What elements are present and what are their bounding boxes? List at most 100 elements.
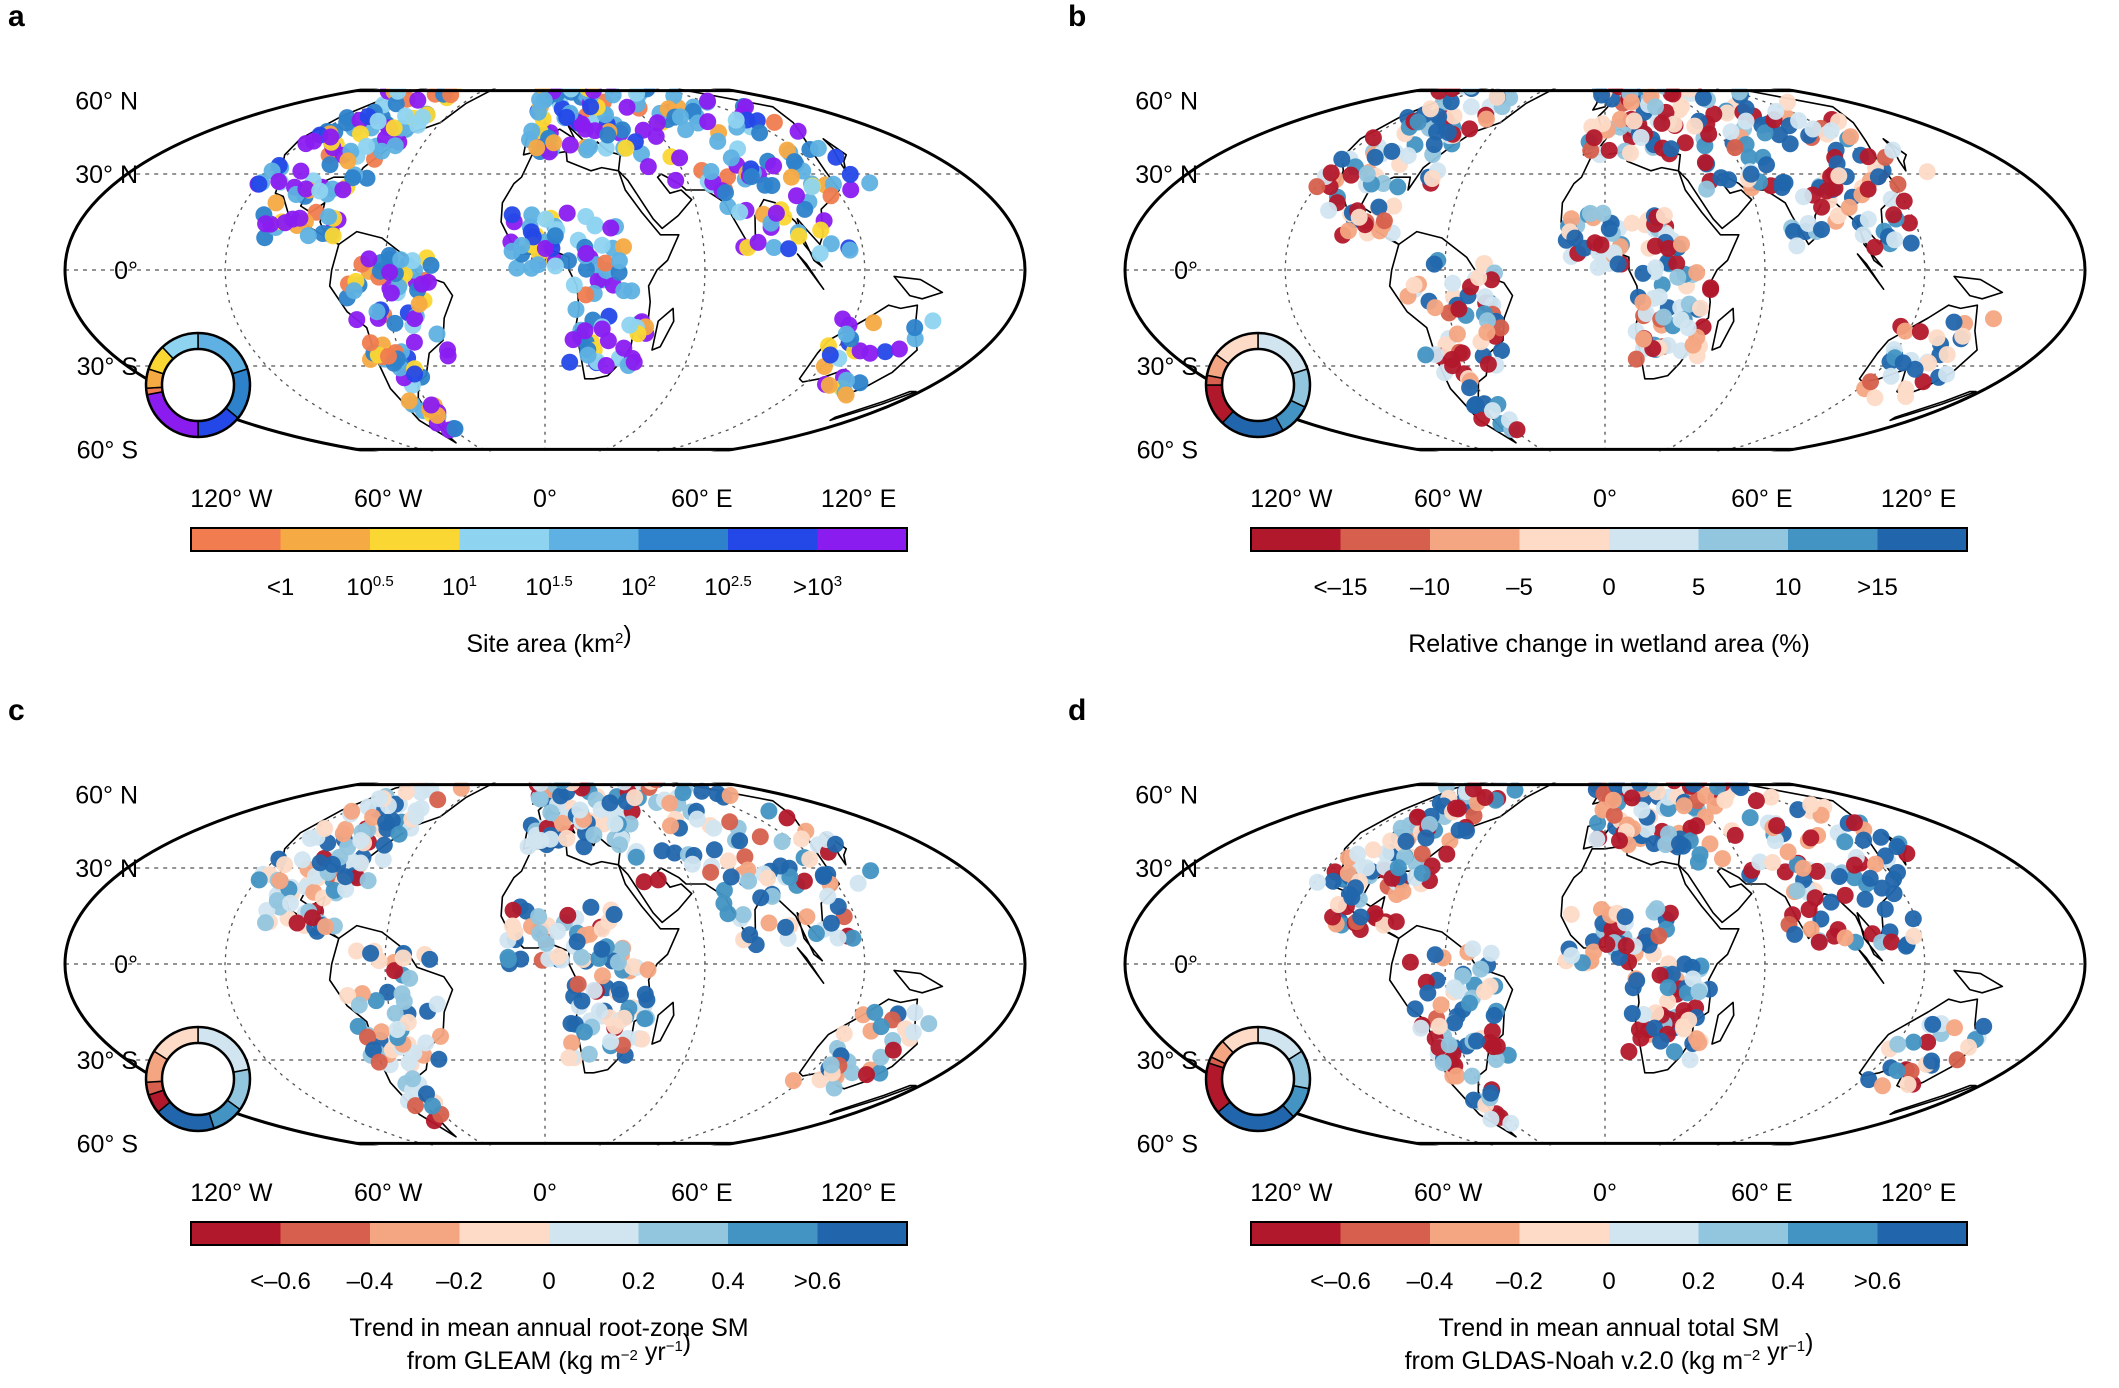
site-point [1397,832,1415,850]
colorbar-segment [728,1222,818,1245]
site-point [1804,120,1822,138]
site-point [1822,122,1840,140]
site-point [803,178,821,196]
colorbar-segment [1340,1222,1431,1245]
site-point [872,1048,890,1066]
site-point [1394,882,1412,900]
colorbar-segment [1519,528,1610,551]
site-point [1758,156,1775,174]
site-point [1483,1022,1501,1040]
site-point [256,229,274,247]
site-point [571,801,589,819]
site-point [661,794,679,812]
site-point [741,926,759,944]
latitude-label: 30° S [77,353,138,381]
site-point [352,854,370,872]
site-point [1468,1032,1485,1050]
site-point [1846,856,1863,874]
site-point [1882,933,1900,951]
site-point [727,111,745,129]
site-point [1340,222,1357,240]
site-point [1648,900,1666,918]
site-point [796,200,814,218]
site-point [702,863,720,881]
colorbar-tick-label: <–15 [1313,574,1367,601]
site-point [1646,1019,1664,1037]
site-point [834,310,852,328]
colorbar-title: Trend in mean annual total SM [1439,1314,1780,1342]
site-point [1885,206,1903,224]
site-point [1747,792,1765,810]
site-point [1737,112,1755,130]
longitude-label: 0° [1593,1179,1617,1207]
site-point [565,276,583,294]
site-point [872,1018,890,1036]
site-point [1718,104,1736,122]
site-point [1924,1015,1942,1033]
site-point [1779,843,1797,861]
site-point [1874,1077,1891,1095]
coastline [1953,969,2004,994]
site-point [291,209,309,227]
panel-d-svg: d 60° N 30° N 0° 30° S 60° S 120° W 60° W 0° 60° … [1068,694,2087,1375]
site-point [1389,859,1407,877]
site-point [1623,93,1640,111]
colorbar-tick-label: <–0.6 [250,1268,311,1295]
site-point [573,948,590,966]
latitude-label: 60° N [1135,88,1198,116]
site-point [397,107,415,125]
site-point [1696,154,1714,171]
site-point [424,1097,441,1115]
site-point [906,1004,924,1022]
colorbar-segment [1340,528,1431,551]
site-point [386,1004,404,1022]
colorbar-segment [1609,528,1699,551]
longitude-label: 0° [533,1179,557,1207]
site-point [1869,168,1887,186]
coastline [651,1001,675,1045]
site-point [1484,1038,1502,1056]
site-point [529,256,547,274]
site-point [722,868,740,886]
site-point [1673,235,1690,253]
site-point [1836,833,1854,851]
site-point [1673,98,1690,116]
site-point [545,134,563,152]
site-point [767,204,785,222]
site-point [890,340,908,358]
site-point [439,341,456,359]
site-point [1859,210,1877,228]
site-point [257,215,275,233]
site-point [1464,780,1482,798]
longitude-gridline [1284,769,1606,1159]
site-point [593,236,611,254]
site-point [582,898,600,916]
site-point [1919,1033,1937,1051]
site-point [1684,336,1702,354]
site-point [373,1023,390,1041]
site-point [1467,396,1485,413]
latitude-label: 0° [1174,257,1198,285]
site-point [257,914,274,932]
site-point [1692,299,1709,317]
site-point [321,156,339,174]
site-point [740,872,758,890]
site-point [1329,896,1347,913]
donut-outline [1204,331,1312,439]
longitude-gridline [1604,769,1766,1159]
site-point [334,181,352,199]
site-point [1722,123,1740,141]
site-point [352,832,370,850]
colorbar-segment [817,528,908,551]
site-point [789,122,807,140]
site-point [825,1079,843,1097]
site-point [1945,313,1963,331]
site-point [552,787,570,805]
site-point [1476,789,1494,806]
site-point [1904,910,1922,928]
site-point [428,995,446,1013]
site-point [1375,212,1393,230]
longitude-gridline [1604,769,1926,1159]
site-point [1862,373,1879,391]
